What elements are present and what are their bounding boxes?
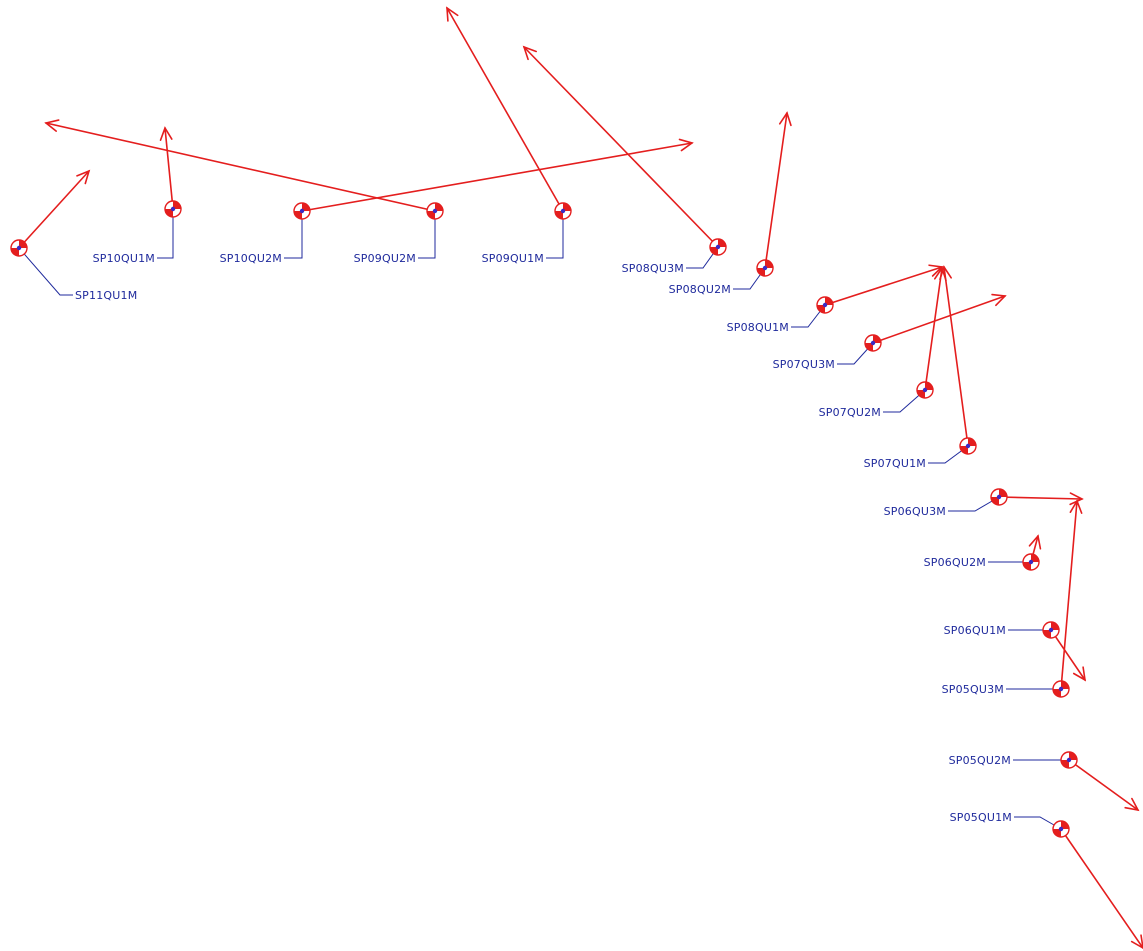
arrowhead-icon [44,119,60,132]
vector-sp05qu3m [1060,499,1083,690]
survey-point-quadrant-icon [293,202,311,220]
survey-point-quadrant-icon [1052,680,1070,698]
arrowhead-icon [159,126,173,142]
arrowhead-icon [1124,797,1140,812]
vector-line [446,7,564,212]
station-label-sp06qu1m: SP06QU1M [944,624,1006,637]
vector-line [872,295,1006,344]
vector-line [824,266,943,306]
vector-sp08qu1m [824,264,944,306]
leader-sp09qu2m [418,211,436,259]
arrowhead-icon [1069,499,1083,514]
station-label-sp09qu2m: SP09QU2M [354,252,416,265]
station-label-sp05qu3m: SP05QU3M [942,683,1004,696]
arrowhead-icon [1130,934,1143,949]
vector-sp11qu1m [18,169,91,249]
survey-point-quadrant-icon [959,437,977,455]
leader-sp07qu2m [883,389,926,413]
vector-sp05qu2m [1068,759,1140,812]
station-label-sp07qu2m: SP07QU2M [819,406,881,419]
station-label-sp11qu1m: SP11QU1M [75,289,137,302]
vector-sp08qu2m [764,111,792,269]
arrowhead-icon [1072,666,1087,682]
vector-line [764,112,788,269]
vector-sp10qu2m [301,138,694,212]
station-label-sp08qu2m: SP08QU2M [669,283,731,296]
labels-layer: SP11QU1M SP10QU1M SP10QU2M SP09QU2M SP09QU1M… [75,252,1012,824]
vectors-layer [18,6,1143,949]
vector-sp08qu3m [522,45,719,248]
arrowhead-icon [1028,534,1042,550]
leader-sp07qu1m [928,445,969,464]
station-label-sp06qu2m: SP06QU2M [924,556,986,569]
survey-point-quadrant-icon [916,381,934,399]
survey-point-quadrant-icon [426,202,444,220]
station-label-sp07qu3m: SP07QU3M [773,358,835,371]
survey-point-quadrant-icon [756,259,774,277]
vector-line [943,266,969,447]
vector-line [523,46,719,248]
vector-line [45,122,436,212]
arrowhead-icon [991,293,1007,307]
survey-point-quadrant-icon [10,239,28,257]
survey-point-quadrant-icon [1052,820,1070,838]
vector-line [18,170,90,249]
leader-sp08qu1m [791,304,826,328]
station-label-sp07qu1m: SP07QU1M [864,457,926,470]
arrowhead-icon [939,265,952,281]
arrowhead-icon [1069,492,1084,506]
vector-line [301,142,693,212]
vector-line [1050,629,1086,681]
survey-point-quadrant-icon [554,202,572,220]
arrowhead-icon [446,6,459,22]
vector-sp07qu2m [924,266,947,391]
station-label-sp05qu1m: SP05QU1M [950,811,1012,824]
leader-sp10qu2m [284,211,303,259]
vector-line [924,267,943,391]
arrowhead-icon [76,169,91,185]
arrowhead-icon [522,45,538,61]
arrowhead-icon [778,111,792,127]
markers-layer [10,200,1078,838]
station-label-sp08qu3m: SP08QU3M [622,262,684,275]
station-label-sp08qu1m: SP08QU1M [727,321,789,334]
vector-sp10qu1m [159,126,174,210]
vector-line [1060,500,1078,690]
leaders-layer [18,209,1069,830]
vector-sp07qu1m [939,265,969,447]
survey-point-quadrant-icon [1042,621,1060,639]
survey-point-quadrant-icon [709,238,727,256]
station-label-sp05qu2m: SP05QU2M [949,754,1011,767]
station-label-sp10qu2m: SP10QU2M [220,252,282,265]
station-label-sp09qu1m: SP09QU1M [482,252,544,265]
vector-sp07qu3m [872,293,1007,344]
vector-sp09qu2m [44,119,436,212]
arrowhead-icon [678,138,694,152]
vector-line [164,127,174,210]
vector-sp09qu1m [446,6,564,212]
vector-line [1060,828,1143,949]
station-label-sp06qu3m: SP06QU3M [884,505,946,518]
station-label-sp10qu1m: SP10QU1M [93,252,155,265]
vector-sp06qu3m [998,492,1084,506]
survey-point-quadrant-icon [816,296,834,314]
leader-sp11qu1m [18,247,73,296]
vector-line [1068,759,1139,811]
vector-sp05qu1m [1060,828,1143,949]
leader-sp09qu1m [546,211,564,259]
leader-sp06qu3m [948,496,1000,512]
leader-sp10qu1m [157,209,174,259]
survey-point-quadrant-icon [1022,553,1040,571]
vector-sp06qu1m [1050,629,1087,682]
survey-point-quadrant-icon [1060,751,1078,769]
vector-line [998,496,1083,500]
survey-point-quadrant-icon [864,334,882,352]
survey-point-quadrant-icon [164,200,182,218]
leader-sp07qu3m [837,342,874,365]
survey-point-quadrant-icon [990,488,1008,506]
